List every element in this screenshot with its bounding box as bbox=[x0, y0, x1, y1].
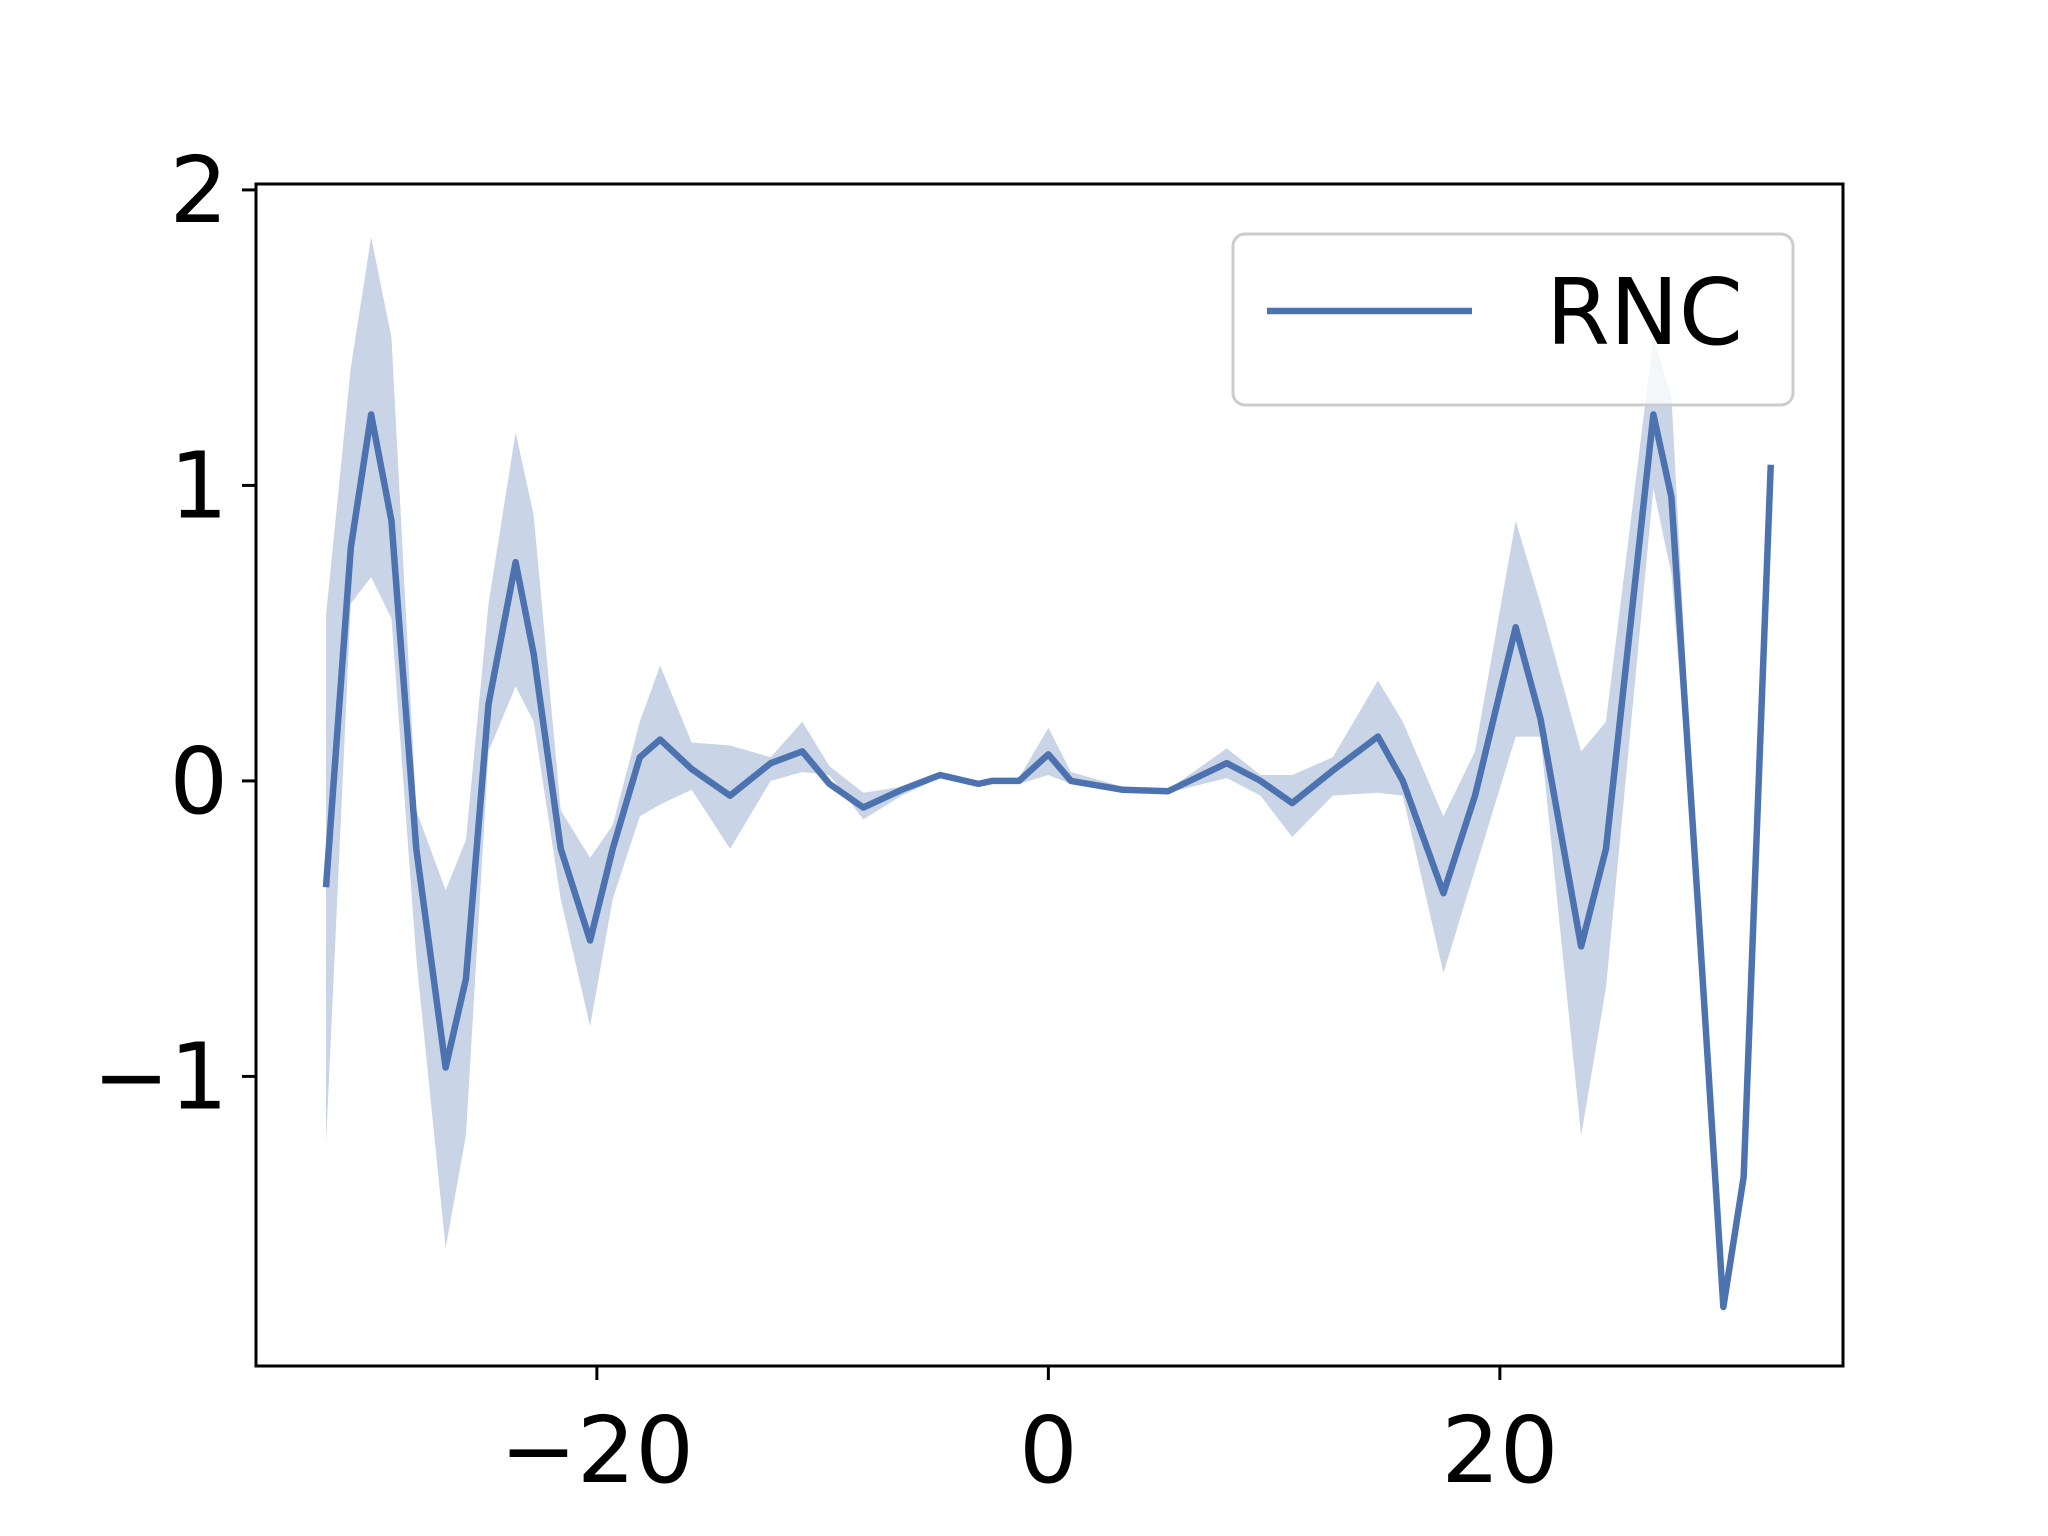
legend-label: RNC bbox=[1546, 259, 1743, 366]
y-tick-label: −1 bbox=[92, 1023, 228, 1130]
x-tick-label: −20 bbox=[500, 1397, 694, 1504]
x-tick-label: 0 bbox=[1019, 1397, 1078, 1504]
legend: RNC bbox=[1231, 232, 1795, 407]
y-tick-label: 1 bbox=[169, 432, 228, 539]
x-tick-label: 20 bbox=[1441, 1397, 1558, 1504]
series-line bbox=[322, 411, 1775, 1311]
y-tick-label: 2 bbox=[169, 137, 228, 244]
y-tick-label: 0 bbox=[169, 728, 228, 835]
legend-box bbox=[1231, 232, 1795, 407]
